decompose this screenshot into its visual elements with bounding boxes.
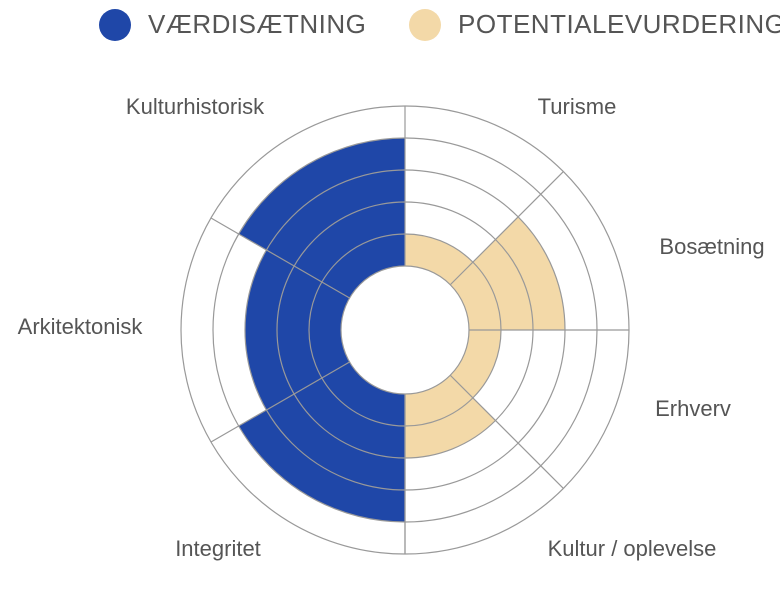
bar: [405, 234, 473, 285]
spoke: [449, 374, 564, 489]
spoke: [449, 171, 564, 286]
bar: [405, 375, 496, 458]
category-label: Erhverv: [655, 396, 731, 421]
legend-swatch: [99, 9, 131, 41]
spoke: [210, 217, 350, 299]
legend-label: VÆRDISÆTNING: [148, 9, 366, 39]
category-label: Integritet: [175, 536, 261, 561]
category-label: Arkitektonisk: [18, 314, 144, 339]
bar: [245, 250, 350, 410]
category-label: Bosætning: [659, 234, 764, 259]
category-label: Kulturhistorisk: [126, 94, 265, 119]
legend-label: POTENTIALEVURDERING: [458, 9, 780, 39]
grid-ring: [340, 265, 470, 395]
legend-swatch: [409, 9, 441, 41]
category-label: Kultur / oplevelse: [548, 536, 717, 561]
bar: [450, 216, 565, 330]
bar: [450, 330, 501, 398]
category-label: Turisme: [538, 94, 617, 119]
spoke: [210, 361, 350, 443]
